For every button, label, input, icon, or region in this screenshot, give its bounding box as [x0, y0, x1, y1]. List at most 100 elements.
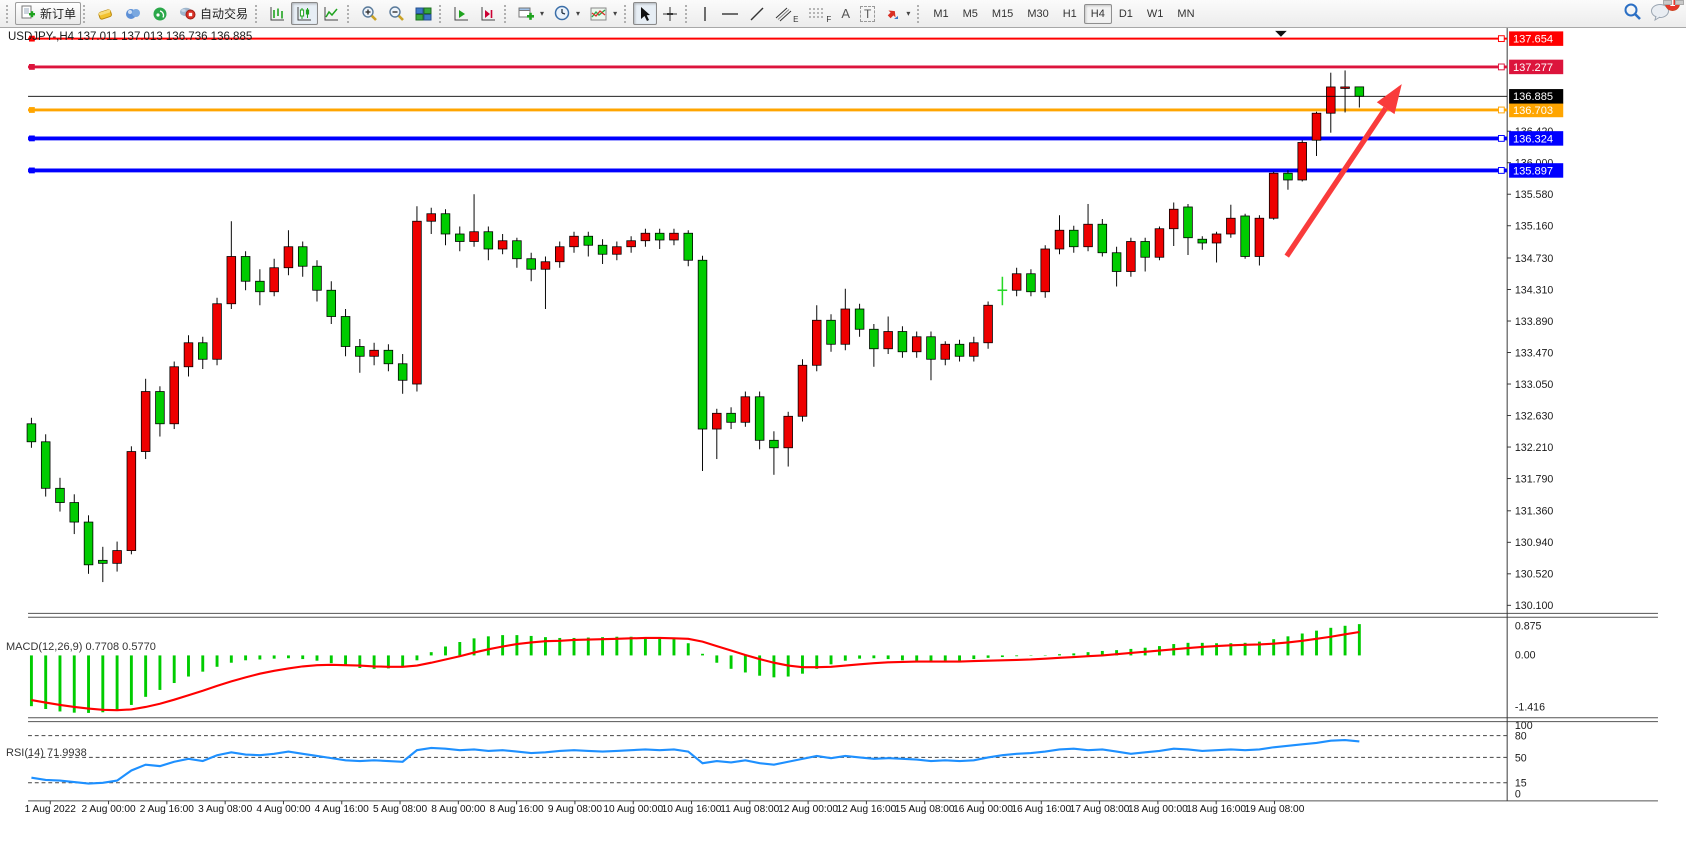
window-controls[interactable]: [1663, 0, 1684, 5]
price-axis-tick-label: 130.940: [1515, 537, 1553, 549]
vline-tool-icon: [704, 6, 706, 21]
candlestick-body: [40, 441, 51, 489]
new-order-button[interactable]: 新订单: [15, 2, 82, 25]
line-handle[interactable]: [29, 167, 35, 174]
crosshair-tool-button[interactable]: [657, 2, 683, 25]
candlestick-body: [883, 331, 893, 350]
fibo-tool-sub-label: F: [826, 15, 832, 24]
chart-end-button[interactable]: [475, 2, 502, 25]
chart-shift-marker[interactable]: [1275, 30, 1287, 37]
candlestick-body: [126, 451, 137, 551]
candlestick-body: [1126, 241, 1136, 272]
line-handle[interactable]: [29, 35, 35, 42]
line-chart-button[interactable]: [318, 2, 345, 25]
rsi-line: [31, 738, 1360, 785]
tile-windows-button[interactable]: [410, 2, 437, 25]
toolbar-grip: [685, 4, 690, 23]
channel-tool-icon: [775, 7, 792, 21]
label-tool-button[interactable]: T: [855, 2, 880, 25]
tab-timeframe-d1[interactable]: D1: [1118, 7, 1133, 20]
price-badge-text: 137.277: [1513, 62, 1553, 74]
cursor-tool-button[interactable]: [633, 2, 658, 25]
chart-forward-button[interactable]: [448, 2, 475, 25]
line-handle[interactable]: [1497, 35, 1505, 43]
trendline-tool-button[interactable]: [744, 2, 770, 25]
time-axis-label: 17 Aug 08:00: [1070, 804, 1130, 815]
candlestick-body: [483, 231, 494, 250]
current-price-badge: [1509, 89, 1564, 104]
candlestick-body: [612, 246, 622, 255]
time-axis-label: 18 Aug 16:00: [1186, 804, 1246, 815]
line-handle[interactable]: [1497, 63, 1505, 71]
candlestick-body: [597, 244, 608, 255]
current-price-badge-text: 136.885: [1513, 91, 1553, 103]
new-order-icon: [20, 5, 36, 23]
candlestick-body: [969, 342, 979, 357]
line-handle[interactable]: [1497, 135, 1505, 142]
tab-timeframe-m15[interactable]: M15: [991, 7, 1014, 20]
toolbar-grip: [6, 4, 11, 23]
tab-timeframe-m30[interactable]: M30: [1027, 7, 1049, 20]
toolbar-grip: [439, 4, 444, 23]
candlestick-body: [1268, 172, 1279, 219]
zoom-in-button[interactable]: [356, 2, 383, 25]
line-handle[interactable]: [1497, 106, 1505, 114]
time-axis-label: 16 Aug 00:00: [953, 804, 1013, 815]
candlestick-body: [726, 412, 736, 423]
line-handle[interactable]: [29, 135, 35, 142]
autotrading-button[interactable]: 自动交易: [173, 2, 253, 25]
price-badge: [1509, 163, 1564, 178]
search-button[interactable]: [1623, 2, 1642, 26]
arrow-annotation-head[interactable]: [1376, 84, 1402, 115]
candlestick-body: [840, 308, 851, 345]
line-handle[interactable]: [1497, 167, 1505, 174]
tab-timeframe-w1[interactable]: W1: [1146, 7, 1164, 20]
candlestick-body: [797, 364, 808, 417]
tab-timeframe-h4[interactable]: H4: [1083, 3, 1112, 24]
candlestick-body: [783, 415, 793, 449]
time-axis-label: 8 Aug 00:00: [431, 804, 485, 815]
tab-timeframe-h1[interactable]: H1: [1062, 7, 1077, 20]
tab-timeframe-m5[interactable]: M5: [962, 7, 978, 20]
cursor-icon: [641, 6, 651, 21]
chart-area[interactable]: 136.420136.000135.580135.160134.730134.3…: [0, 28, 1686, 842]
candlestick-body: [55, 487, 65, 503]
candlestick-body: [697, 259, 708, 430]
hline-tool-button[interactable]: [716, 2, 744, 25]
line-handle[interactable]: [29, 107, 35, 113]
hline-tool-icon: [722, 12, 739, 15]
candlestick-body: [355, 346, 365, 357]
signals-button[interactable]: [119, 2, 147, 25]
zoom-out-button[interactable]: [383, 2, 410, 25]
candlestick-body: [1326, 86, 1336, 114]
line-handle[interactable]: [29, 64, 35, 70]
candlestick-body: [340, 316, 351, 347]
candlestick-body: [1283, 172, 1293, 181]
text-tool-button[interactable]: A: [836, 2, 855, 25]
candle-chart-button[interactable]: [291, 2, 319, 25]
arrow-annotation[interactable]: [1284, 106, 1388, 258]
shapes-dropdown[interactable]: ▾: [880, 2, 915, 25]
candlestick-body: [283, 246, 294, 269]
candlestick-body: [940, 343, 950, 360]
candlestick-body: [140, 391, 151, 452]
fibonacci-tool-button[interactable]: F: [803, 2, 836, 25]
news-button[interactable]: [147, 2, 173, 25]
market-button[interactable]: [92, 2, 119, 25]
candlestick-body: [1211, 233, 1222, 244]
price-axis-tick-label: 133.890: [1515, 316, 1553, 328]
new-chart-dropdown[interactable]: ▾: [513, 2, 549, 25]
time-axis-label: 19 Aug 08:00: [1245, 804, 1305, 815]
bar-chart-button[interactable]: [264, 2, 291, 25]
notifications-button[interactable]: 1: [1650, 0, 1680, 26]
channel-tool-button[interactable]: E: [770, 2, 803, 25]
tab-timeframe-m1[interactable]: M1: [933, 7, 949, 20]
candlestick-body: [198, 342, 208, 360]
tab-timeframe-mn[interactable]: MN: [1177, 7, 1195, 20]
period-dropdown[interactable]: ▾: [549, 2, 585, 25]
tile-windows-icon: [415, 7, 432, 20]
vline-tool-button[interactable]: [694, 2, 716, 25]
time-axis-label: 2 Aug 16:00: [140, 804, 194, 815]
chart-canvas[interactable]: 136.420136.000135.580135.160134.730134.3…: [0, 28, 1686, 842]
indicators-dropdown[interactable]: ▾: [585, 2, 622, 25]
